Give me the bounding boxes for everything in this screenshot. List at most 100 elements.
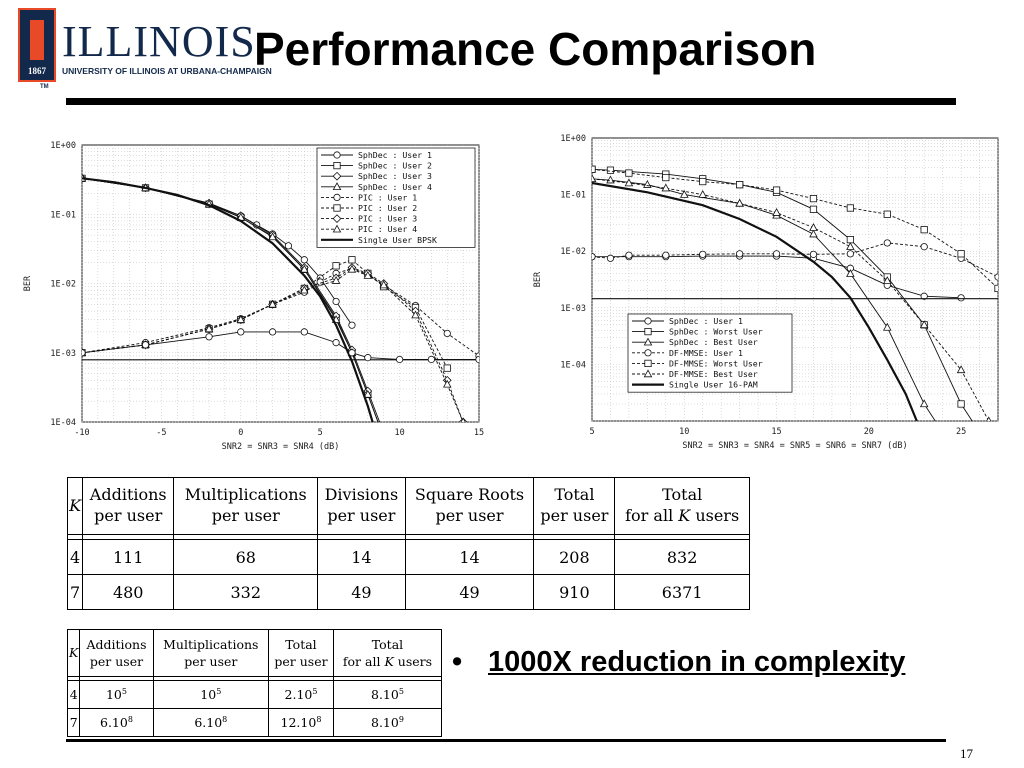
data-point bbox=[300, 256, 308, 264]
data-point bbox=[920, 226, 928, 234]
table-header-cell: Total for all K users bbox=[332, 629, 443, 677]
table-header-cell: Multiplications per user bbox=[173, 477, 319, 535]
legend-label: PIC : User 4 bbox=[358, 224, 417, 234]
data-point bbox=[625, 169, 633, 177]
series-10 bbox=[82, 328, 479, 364]
data-point bbox=[624, 178, 634, 187]
data-point bbox=[348, 349, 356, 357]
data-point bbox=[141, 341, 150, 349]
table-cell: 105 bbox=[79, 680, 154, 709]
data-point bbox=[300, 264, 309, 273]
series-line bbox=[592, 178, 990, 421]
table-header-cell: Multiplications per user bbox=[152, 629, 270, 677]
legend-label: SphDec : Worst User bbox=[669, 327, 763, 337]
legend-label: PIC : User 2 bbox=[358, 203, 417, 213]
data-point bbox=[333, 204, 341, 212]
table-cell: 8.109 bbox=[332, 708, 443, 737]
table-cell: 910 bbox=[533, 574, 616, 610]
series-8 bbox=[82, 177, 374, 422]
series-5 bbox=[592, 174, 992, 421]
y-tick-label: 1E-04 bbox=[560, 360, 586, 370]
data-point bbox=[332, 339, 340, 347]
data-point bbox=[204, 324, 214, 333]
data-point bbox=[956, 365, 966, 374]
data-point bbox=[331, 275, 341, 284]
x-tick-label: 25 bbox=[956, 427, 966, 437]
y-tick-label: 1E-01 bbox=[560, 191, 586, 201]
series-3 bbox=[592, 239, 998, 281]
table-row: 7 6.108 6.108 12.108 8.109 bbox=[66, 708, 443, 737]
data-point bbox=[846, 250, 854, 258]
x-tick-label: -5 bbox=[156, 428, 166, 438]
logo-subtitle: UNIVERSITY OF ILLINOIS AT URBANA-CHAMPAI… bbox=[62, 66, 272, 76]
data-point bbox=[920, 243, 928, 251]
data-point bbox=[363, 389, 373, 398]
table-header-cell: Divisions per user bbox=[317, 477, 406, 535]
table-cell: 6371 bbox=[614, 574, 750, 610]
data-point bbox=[284, 242, 293, 250]
legend-label: SphDec : User 1 bbox=[358, 150, 432, 160]
legend-label: Single User 16-PAM bbox=[669, 380, 758, 390]
x-tick-label: 20 bbox=[864, 427, 874, 437]
data-point bbox=[364, 354, 372, 362]
data-point bbox=[442, 379, 452, 388]
data-point bbox=[236, 315, 246, 323]
table-cell: 208 bbox=[533, 539, 616, 575]
bullet-text: 1000X reduction in complexity bbox=[488, 646, 906, 678]
x-tick-label: 15 bbox=[474, 428, 484, 438]
table-row: 4 105 105 2.105 8.105 bbox=[66, 680, 443, 709]
data-point bbox=[237, 328, 245, 336]
data-point bbox=[809, 250, 818, 258]
table-cell: 4 bbox=[66, 680, 81, 709]
data-point bbox=[592, 174, 597, 183]
data-point bbox=[957, 457, 964, 458]
table-cell: 6.108 bbox=[79, 708, 154, 737]
data-point bbox=[919, 320, 929, 329]
logo-year: 1867 bbox=[28, 66, 46, 76]
table-header-cell: Total for all K users bbox=[614, 477, 750, 535]
data-point bbox=[625, 251, 633, 259]
data-point bbox=[994, 273, 998, 281]
series-line bbox=[82, 267, 479, 357]
series-6 bbox=[592, 181, 918, 421]
legend-label: Single User BPSK bbox=[358, 235, 437, 245]
data-point bbox=[644, 359, 652, 367]
data-point bbox=[606, 254, 615, 262]
legend-box bbox=[627, 313, 793, 393]
data-point bbox=[316, 278, 324, 286]
legend-label: DF-MMSE: Best User bbox=[669, 369, 758, 379]
table-separator bbox=[66, 676, 443, 681]
data-point bbox=[379, 280, 388, 289]
data-point bbox=[772, 208, 781, 216]
data-point bbox=[643, 369, 653, 378]
series-line bbox=[82, 331, 479, 360]
column-icon bbox=[30, 20, 44, 60]
table-cell: 49 bbox=[317, 574, 406, 610]
legend-label: SphDec : User 1 bbox=[669, 316, 743, 326]
footer-divider bbox=[66, 739, 946, 742]
data-point bbox=[883, 210, 891, 218]
legend-label: SphDec : Best User bbox=[669, 337, 758, 347]
data-point bbox=[957, 250, 965, 258]
data-point bbox=[205, 333, 213, 341]
x-tick-label: 5 bbox=[318, 428, 323, 438]
table-header-row: K Additions per user Multiplications per use… bbox=[66, 629, 443, 677]
data-point bbox=[995, 457, 1001, 458]
data-point bbox=[643, 337, 653, 346]
table-cell: 111 bbox=[82, 539, 175, 575]
data-point bbox=[606, 166, 615, 174]
legend-label: PIC : User 3 bbox=[358, 214, 417, 224]
y-tick-label: 1E+00 bbox=[560, 134, 586, 144]
data-point bbox=[644, 327, 652, 336]
data-point bbox=[809, 205, 818, 213]
ber-chart-right: 5 10 15 20 25 1E-04 1E-03 1E-02 1E-01 1E+00 SNR2 =… bbox=[533, 134, 1001, 458]
data-point bbox=[772, 250, 781, 258]
data-point bbox=[332, 297, 340, 306]
x-tick-label: 5 bbox=[589, 427, 594, 437]
data-point bbox=[395, 355, 404, 364]
data-point bbox=[443, 364, 451, 372]
data-point bbox=[736, 250, 744, 258]
table-cell: 7 bbox=[66, 574, 84, 610]
table-header-cell: Additions per user bbox=[79, 629, 154, 677]
